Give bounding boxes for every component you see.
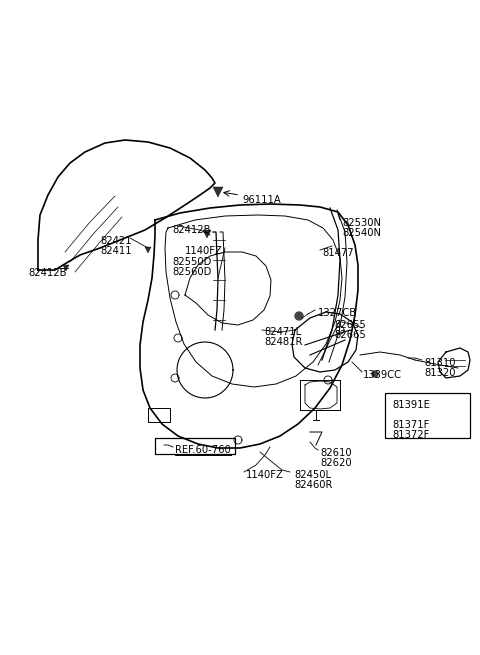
Text: 81391E: 81391E: [392, 400, 430, 410]
Text: 82411: 82411: [100, 246, 132, 256]
Text: 1339CC: 1339CC: [363, 370, 402, 380]
Text: 82460R: 82460R: [294, 480, 332, 490]
Text: REF.60-760: REF.60-760: [175, 445, 231, 455]
Bar: [385, 393, 470, 438]
Text: 1140FZ: 1140FZ: [185, 246, 223, 256]
Text: 82655: 82655: [334, 320, 366, 330]
Polygon shape: [213, 187, 223, 197]
Text: 82471L: 82471L: [264, 327, 301, 337]
Text: 82421: 82421: [100, 236, 132, 246]
Text: 82560D: 82560D: [172, 267, 211, 277]
Text: 1327CB: 1327CB: [318, 308, 357, 318]
Polygon shape: [372, 371, 378, 377]
Text: 82540N: 82540N: [342, 228, 381, 238]
Bar: [148, 408, 170, 422]
Polygon shape: [203, 230, 211, 238]
Bar: [155, 438, 235, 454]
Polygon shape: [63, 265, 69, 271]
Text: 82550D: 82550D: [172, 257, 211, 267]
Text: 82412B: 82412B: [172, 225, 211, 235]
Text: 96111A: 96111A: [242, 195, 281, 205]
Text: 82610: 82610: [320, 448, 352, 458]
Text: 81477: 81477: [322, 248, 354, 258]
Text: 82620: 82620: [320, 458, 352, 468]
Polygon shape: [295, 312, 303, 320]
Text: 81310: 81310: [424, 358, 456, 368]
Text: 82530N: 82530N: [342, 218, 381, 228]
Text: 82665: 82665: [334, 330, 366, 340]
Polygon shape: [145, 247, 151, 253]
Text: 81371F: 81371F: [392, 420, 430, 430]
Text: 81320: 81320: [424, 368, 456, 378]
Text: 82412B: 82412B: [28, 268, 67, 278]
Text: 82481R: 82481R: [264, 337, 302, 347]
Text: 1140FZ: 1140FZ: [246, 470, 284, 480]
Text: 81372F: 81372F: [392, 430, 430, 440]
Text: 82450L: 82450L: [294, 470, 331, 480]
